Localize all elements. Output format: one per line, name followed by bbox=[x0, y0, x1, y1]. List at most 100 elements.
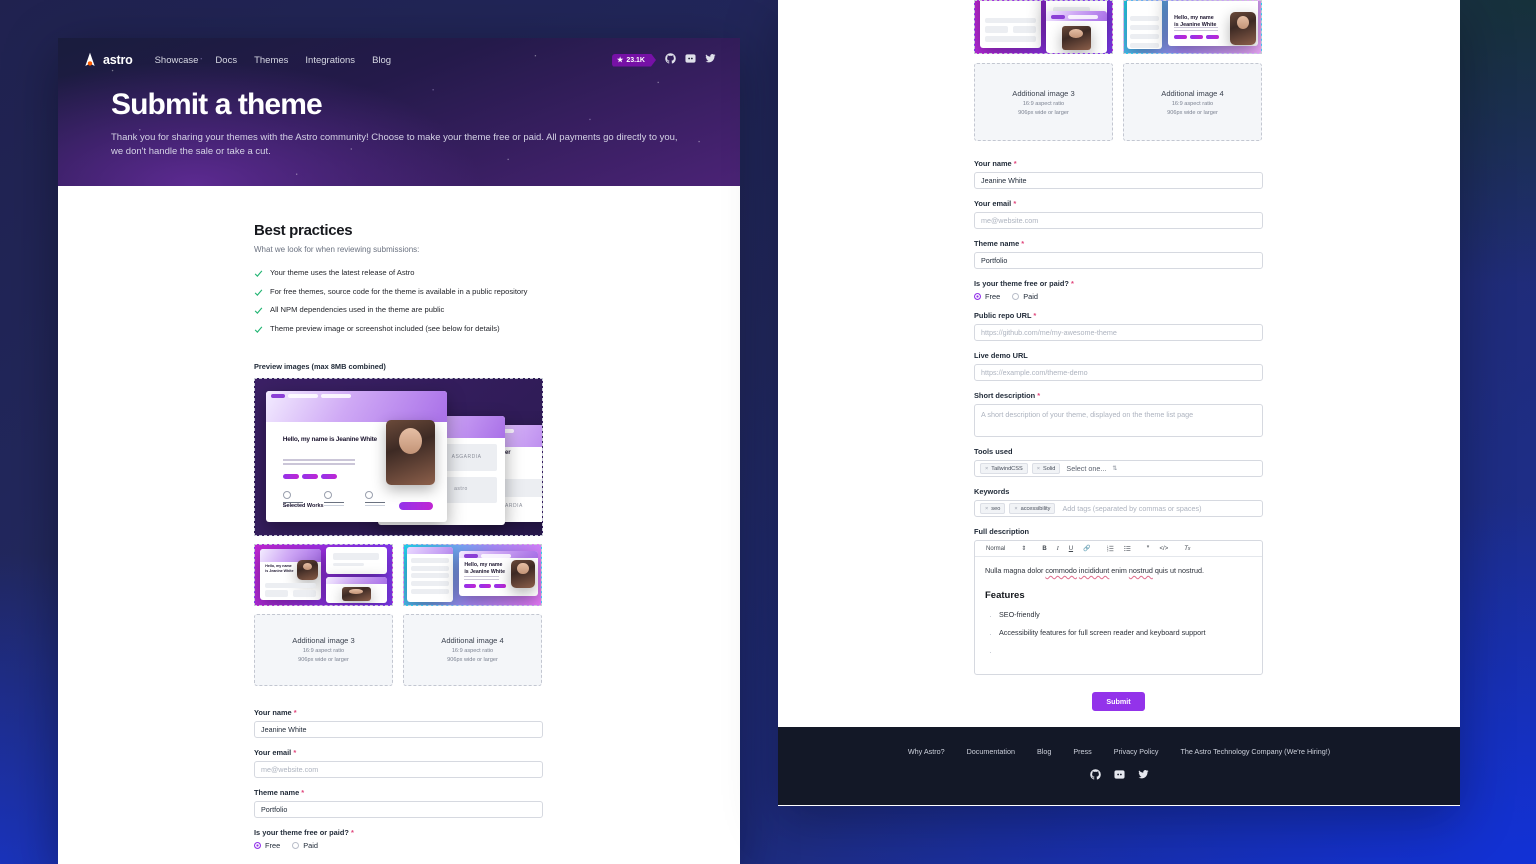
tag-chip[interactable]: × seo bbox=[980, 503, 1006, 514]
footer-link-privacy-policy[interactable]: Privacy Policy bbox=[1113, 747, 1159, 756]
remove-tag-icon[interactable]: × bbox=[985, 505, 989, 512]
additional-image-4-dropzone-top[interactable]: Additional image 4 16:9 aspect ratio 906… bbox=[1123, 63, 1262, 141]
site-footer: Why Astro? Documentation Blog Press Priv… bbox=[778, 727, 1460, 805]
footer-link-documentation[interactable]: Documentation bbox=[966, 747, 1015, 756]
label-pricing: Is your theme free or paid? bbox=[974, 279, 1069, 288]
theme-name-input[interactable]: Portfolio bbox=[254, 800, 543, 818]
remove-tag-icon[interactable]: × bbox=[985, 465, 989, 472]
preview-image-2[interactable]: Hello, my name is Jeanine White bbox=[254, 543, 393, 606]
footer-link-press[interactable]: Press bbox=[1073, 747, 1092, 756]
required-marker: * bbox=[1013, 199, 1017, 208]
field-demo-url: Live demo URL https://example.com/theme-… bbox=[974, 351, 1263, 381]
radio-free[interactable]: Free bbox=[254, 841, 280, 850]
github-icon[interactable] bbox=[1089, 767, 1101, 785]
tag-chip[interactable]: × TailwindCSS bbox=[980, 463, 1028, 474]
navbar-right: ★ 23.1K bbox=[612, 51, 716, 69]
field-theme-name: Theme name * Portfolio bbox=[254, 788, 543, 818]
nav-item-blog[interactable]: Blog bbox=[372, 54, 392, 66]
theme-name-input[interactable]: Portfolio bbox=[974, 252, 1263, 269]
short-description-textarea[interactable]: A short description of your theme, displ… bbox=[974, 404, 1263, 437]
required-marker: * bbox=[293, 747, 297, 757]
chevron-updown-icon[interactable]: ⇅ bbox=[1112, 466, 1118, 472]
blockquote-icon[interactable]: ” bbox=[1146, 545, 1150, 552]
right-page-panel: Hello, my name is Jeanine White Additiona… bbox=[778, 0, 1460, 806]
preview-image-3-dup[interactable]: Hello, my name is Jeanine White bbox=[1123, 0, 1262, 54]
preview-image-2-dup[interactable] bbox=[974, 0, 1113, 54]
placeholder-size: 906px wide or larger bbox=[447, 657, 498, 663]
nav-item-showcase[interactable]: Showcase bbox=[154, 54, 199, 66]
nav-item-docs[interactable]: Docs bbox=[215, 54, 238, 66]
best-practices-subtitle: What we look for when reviewing submissi… bbox=[254, 245, 420, 254]
svg-text:1: 1 bbox=[1107, 546, 1109, 548]
field-your-name: Your name * Jeanine White bbox=[974, 159, 1263, 189]
discord-icon[interactable] bbox=[1113, 767, 1125, 785]
your-email-input[interactable]: me@website.com bbox=[974, 212, 1263, 229]
para-prefix: Nulla magna dolor bbox=[985, 566, 1046, 575]
astro-logo[interactable]: astro bbox=[82, 52, 133, 68]
tag-label: accessibility bbox=[1020, 505, 1051, 512]
editor-content[interactable]: Nulla magna dolor commodo incididunt eni… bbox=[975, 557, 1262, 674]
astro-mark-icon bbox=[82, 52, 98, 68]
your-name-input[interactable]: Jeanine White bbox=[254, 720, 543, 738]
label-your-name: Your name bbox=[974, 159, 1012, 168]
repo-url-input[interactable]: https://github.com/me/my-awesome-theme bbox=[974, 324, 1263, 341]
underline-button[interactable]: U bbox=[1068, 545, 1074, 552]
discord-icon[interactable] bbox=[685, 51, 696, 69]
radio-free[interactable]: Free bbox=[974, 292, 1000, 301]
radio-paid[interactable]: Paid bbox=[1012, 292, 1038, 301]
tag-label: TailwindCSS bbox=[991, 465, 1023, 472]
list-item: Theme preview image or screenshot includ… bbox=[254, 324, 740, 334]
preview-selected-works: Selected Works bbox=[282, 502, 324, 509]
nav-item-themes[interactable]: Themes bbox=[254, 54, 289, 66]
remove-tag-icon[interactable]: × bbox=[1014, 505, 1018, 512]
github-stars-badge[interactable]: ★ 23.1K bbox=[612, 54, 656, 67]
twitter-icon[interactable] bbox=[705, 51, 716, 69]
remove-tag-icon[interactable]: × bbox=[1036, 465, 1040, 472]
radio-free-label: Free bbox=[985, 292, 1001, 301]
label-repo-url: Public repo URL bbox=[974, 311, 1032, 320]
required-marker: * bbox=[1021, 239, 1025, 248]
additional-images-row: Additional image 3 16:9 aspect ratio 906… bbox=[254, 613, 740, 686]
footer-link-blog[interactable]: Blog bbox=[1036, 747, 1052, 756]
additional-image-4-dropzone[interactable]: Additional image 4 16:9 aspect ratio 906… bbox=[403, 613, 542, 686]
demo-url-input[interactable]: https://example.com/theme-demo bbox=[974, 364, 1263, 381]
tools-select-placeholder: Select one... bbox=[1066, 464, 1107, 473]
required-marker: * bbox=[1013, 159, 1017, 168]
misspelled-word: nostrud bbox=[1128, 566, 1153, 575]
additional-image-3-dropzone[interactable]: Additional image 3 16:9 aspect ratio 906… bbox=[254, 613, 393, 686]
footer-link-company[interactable]: The Astro Technology Company (We're Hiri… bbox=[1180, 747, 1331, 756]
preview-image-1[interactable]: Title Goes Her ASGARDIA ASGARDIA astro H… bbox=[254, 377, 543, 536]
italic-button[interactable]: I bbox=[1056, 545, 1059, 552]
link-icon[interactable]: 🔗 bbox=[1083, 546, 1091, 552]
format-block-dropdown[interactable]: Normal bbox=[986, 545, 1006, 552]
bold-button[interactable]: B bbox=[1042, 545, 1047, 552]
radio-paid[interactable]: Paid bbox=[292, 841, 318, 850]
bullet-list-icon[interactable] bbox=[1119, 545, 1136, 552]
additional-image-3-dropzone-top[interactable]: Additional image 3 16:9 aspect ratio 906… bbox=[974, 63, 1113, 141]
footer-link-why-astro[interactable]: Why Astro? bbox=[907, 747, 945, 756]
preview-image-3[interactable]: Hello, my name is Jeanine White bbox=[403, 543, 542, 606]
twitter-icon[interactable] bbox=[1137, 767, 1149, 785]
nav-item-integrations[interactable]: Integrations bbox=[305, 54, 356, 66]
your-name-input[interactable]: Jeanine White bbox=[974, 172, 1263, 189]
label-your-email: Your email bbox=[974, 199, 1012, 208]
required-marker: * bbox=[350, 827, 354, 837]
submit-button[interactable]: Submit bbox=[1092, 691, 1145, 711]
tag-chip[interactable]: × Solid bbox=[1031, 463, 1061, 474]
font-size-icon[interactable]: ⇕ bbox=[1021, 546, 1027, 552]
additional-images-row-top: Additional image 3 16:9 aspect ratio 906… bbox=[974, 63, 1264, 141]
code-icon[interactable]: </> bbox=[1159, 545, 1169, 552]
keywords-input[interactable]: × seo × accessibility Add tags (separated … bbox=[974, 500, 1263, 517]
best-practice-text: Your theme uses the latest release of As… bbox=[270, 268, 415, 277]
field-your-name: Your name * Jeanine White bbox=[254, 708, 543, 738]
label-theme-name: Theme name bbox=[974, 239, 1020, 248]
github-icon[interactable] bbox=[665, 51, 676, 69]
your-email-input[interactable]: me@website.com bbox=[254, 760, 543, 778]
field-your-email: Your email * me@website.com bbox=[974, 199, 1263, 229]
tools-used-select[interactable]: × TailwindCSS × Solid Select one... ⇅ bbox=[974, 460, 1263, 477]
tag-chip[interactable]: × accessibility bbox=[1009, 503, 1056, 514]
preview-headline: Hello, my name is Jeanine White bbox=[282, 435, 377, 443]
